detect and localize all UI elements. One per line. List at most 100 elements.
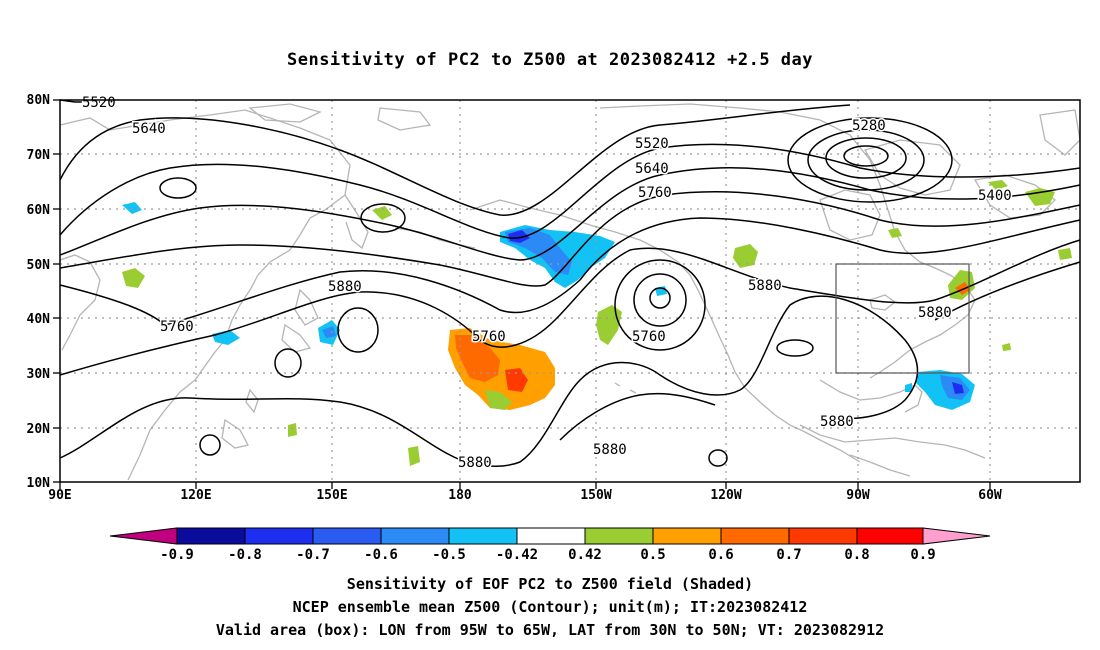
colorbar-swatch bbox=[176, 527, 246, 545]
lon-label: 180 bbox=[448, 488, 472, 503]
lon-label: 150E bbox=[316, 488, 347, 503]
contour-label: 5520 bbox=[82, 95, 116, 111]
contour-line bbox=[807, 129, 925, 191]
positive-anomaly-shading bbox=[505, 368, 528, 392]
colorbar-label: -0.42 bbox=[496, 547, 538, 563]
contour-labels: 5520 5640 5520 5640 5760 5280 5400 5880 … bbox=[81, 94, 1014, 473]
contour-line bbox=[159, 177, 197, 199]
colorbar-swatch bbox=[448, 527, 518, 545]
contour-line bbox=[59, 295, 919, 467]
contour-label: 5760 bbox=[632, 329, 666, 345]
caption-line-2: NCEP ensemble mean Z500 (Contour); unit(… bbox=[292, 598, 808, 616]
contour-line bbox=[776, 339, 814, 357]
valid-area-box bbox=[835, 263, 970, 374]
colorbar-label: 0.6 bbox=[708, 547, 733, 563]
lat-label: 50N bbox=[27, 258, 51, 273]
colorbar-label: 0.5 bbox=[640, 547, 665, 563]
contour-label: 5280 bbox=[852, 118, 886, 134]
plot-title: Sensitivity of PC2 to Z500 at 2023082412… bbox=[286, 50, 813, 70]
contour-line bbox=[59, 143, 1081, 239]
colorbar-label: -0.9 bbox=[160, 547, 194, 563]
contour-line bbox=[199, 434, 221, 456]
colorbar-label: -0.7 bbox=[296, 547, 330, 563]
contour-line bbox=[934, 261, 1081, 321]
contour-label: 5520 bbox=[635, 136, 669, 152]
contour-line bbox=[843, 145, 889, 167]
caption-line-1: Sensitivity of EOF PC2 to Z500 field (Sh… bbox=[346, 575, 754, 593]
contour-line bbox=[274, 348, 302, 378]
map-frame bbox=[59, 99, 1081, 483]
contour-label: 5640 bbox=[635, 161, 669, 177]
contour-label: 5880 bbox=[328, 279, 362, 295]
colorbar bbox=[109, 527, 991, 545]
colorbar-label: -0.5 bbox=[432, 547, 466, 563]
negative-anomaly-shading bbox=[122, 202, 142, 214]
lat-label: 20N bbox=[27, 422, 51, 437]
contour-label: 5880 bbox=[820, 414, 854, 430]
contour-line bbox=[649, 287, 671, 309]
axis-ticks bbox=[53, 99, 991, 489]
colorbar-labels: -0.9 -0.8 -0.7 -0.6 -0.5 -0.42 0.42 0.5 … bbox=[160, 547, 936, 563]
lat-lon-grid bbox=[60, 100, 1080, 482]
colorbar-swatch bbox=[584, 527, 654, 545]
contour-label: 5880 bbox=[593, 442, 627, 458]
colorbar-swatch bbox=[788, 527, 858, 545]
contour-label: 5760 bbox=[160, 319, 194, 335]
sensitivity-shading bbox=[122, 180, 1072, 466]
negative-anomaly-shading bbox=[508, 230, 530, 243]
colorbar-swatch bbox=[720, 527, 790, 545]
longitude-axis: 90E 120E 150E 180 150W 120W 90W 60W bbox=[48, 488, 1002, 503]
contour-line bbox=[559, 392, 716, 441]
lat-label: 10N bbox=[27, 476, 51, 491]
negative-anomaly-shading bbox=[322, 326, 336, 338]
colorbar-swatch bbox=[380, 527, 450, 545]
contour-line bbox=[614, 259, 706, 351]
lat-label: 60N bbox=[27, 203, 51, 218]
colorbar-swatch bbox=[652, 527, 722, 545]
contour-label: 5760 bbox=[472, 329, 506, 345]
positive-anomaly-shading bbox=[988, 180, 1008, 190]
contour-line bbox=[59, 239, 1081, 376]
positive-anomaly-shading bbox=[408, 446, 420, 466]
colorbar-swatch bbox=[312, 527, 382, 545]
contour-line bbox=[787, 117, 953, 203]
positive-anomaly-shading bbox=[288, 423, 297, 437]
caption-line-3: Valid area (box): LON from 95W to 65W, L… bbox=[215, 621, 885, 639]
positive-anomaly-shading bbox=[455, 335, 500, 382]
positive-anomaly-shading bbox=[733, 244, 758, 268]
contour-line bbox=[360, 203, 406, 233]
positive-anomaly-shading bbox=[485, 390, 512, 410]
positive-anomaly-shading bbox=[122, 268, 145, 288]
colorbar-min-arrow bbox=[109, 527, 178, 545]
contour-line bbox=[708, 449, 728, 467]
colorbar-swatch bbox=[244, 527, 314, 545]
positive-anomaly-shading bbox=[1025, 188, 1055, 206]
contour-label: 5880 bbox=[918, 305, 952, 321]
colorbar-swatch bbox=[856, 527, 924, 545]
lat-label: 70N bbox=[27, 148, 51, 163]
lon-label: 120W bbox=[710, 488, 741, 503]
contour-label: 5400 bbox=[978, 188, 1012, 204]
colorbar-label: -0.8 bbox=[228, 547, 262, 563]
lat-label: 30N bbox=[27, 367, 51, 382]
latitude-axis: 80N 70N 60N 50N 40N 30N 20N 10N bbox=[27, 93, 51, 491]
contour-label: 5880 bbox=[748, 278, 782, 294]
contour-line bbox=[59, 104, 851, 216]
contour-label: 5760 bbox=[638, 185, 672, 201]
colorbar-label: -0.6 bbox=[364, 547, 398, 563]
contour-label: 5640 bbox=[132, 121, 166, 137]
lat-label: 80N bbox=[27, 93, 51, 108]
colorbar-label: 0.9 bbox=[910, 547, 935, 563]
contour-line bbox=[633, 273, 687, 327]
contour-label: 5880 bbox=[458, 455, 492, 471]
negative-anomaly-shading bbox=[905, 383, 912, 392]
positive-anomaly-shading bbox=[372, 206, 392, 220]
contour-line bbox=[59, 217, 1081, 326]
coastlines bbox=[59, 103, 1081, 481]
lon-label: 90E bbox=[48, 488, 71, 503]
positive-anomaly-shading bbox=[1058, 248, 1072, 260]
positive-anomaly-shading bbox=[955, 282, 970, 295]
colorbar-max-arrow bbox=[922, 527, 991, 545]
positive-anomaly-shading bbox=[888, 228, 902, 238]
